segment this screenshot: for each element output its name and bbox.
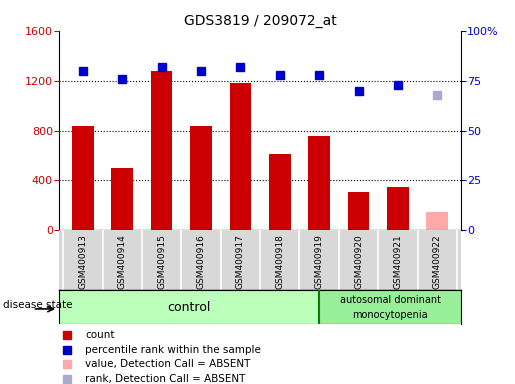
Text: GSM400917: GSM400917: [236, 235, 245, 290]
Bar: [308, 136, 330, 230]
Text: GSM400919: GSM400919: [315, 235, 323, 290]
Text: GSM400920: GSM400920: [354, 235, 363, 289]
Text: GSM400921: GSM400921: [393, 235, 402, 289]
Title: GDS3819 / 209072_at: GDS3819 / 209072_at: [184, 14, 336, 28]
Text: rank, Detection Call = ABSENT: rank, Detection Call = ABSENT: [85, 374, 246, 384]
Text: count: count: [85, 330, 115, 340]
Text: GSM400915: GSM400915: [157, 235, 166, 290]
Bar: [230, 83, 251, 230]
Bar: [269, 154, 290, 230]
Bar: [387, 187, 409, 230]
Text: GSM400916: GSM400916: [197, 235, 205, 290]
Text: autosomal dominant: autosomal dominant: [339, 295, 440, 305]
Bar: [111, 168, 133, 230]
Polygon shape: [319, 290, 461, 324]
Bar: [72, 126, 94, 230]
Text: disease state: disease state: [3, 300, 72, 311]
Text: value, Detection Call = ABSENT: value, Detection Call = ABSENT: [85, 359, 251, 369]
Bar: [348, 192, 369, 230]
Text: monocytopenia: monocytopenia: [352, 310, 428, 320]
Bar: [190, 126, 212, 230]
Text: GSM400914: GSM400914: [118, 235, 127, 289]
Text: GSM400922: GSM400922: [433, 235, 442, 289]
Polygon shape: [59, 290, 319, 324]
Text: GSM400913: GSM400913: [78, 235, 88, 290]
Text: percentile rank within the sample: percentile rank within the sample: [85, 345, 261, 355]
Bar: [426, 212, 448, 230]
Text: control: control: [167, 301, 211, 314]
Text: GSM400918: GSM400918: [275, 235, 284, 290]
Bar: [151, 71, 173, 230]
